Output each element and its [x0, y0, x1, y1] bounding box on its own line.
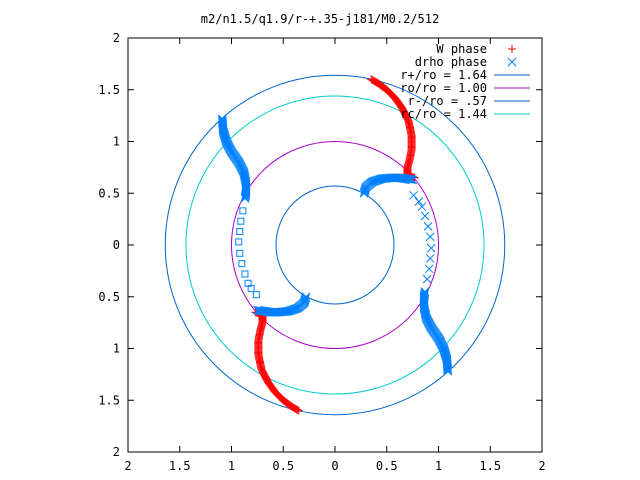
drho-phase-point: [236, 228, 244, 236]
w-phase-point: [258, 366, 267, 375]
w-phase-point: [403, 115, 412, 124]
drho-phase-point: [422, 274, 432, 284]
drho-phase-point: [239, 207, 247, 215]
drho-phase-point: [405, 174, 414, 184]
drho-phase-point: [235, 238, 243, 246]
drho-phase-point: [420, 290, 429, 300]
x-tick-label: 1: [228, 459, 235, 473]
drho-phase-point: [237, 217, 245, 225]
drho-phase-point: [408, 175, 417, 185]
y-tick-label: 2: [113, 445, 120, 459]
chart-title: m2/n1.5/q1.9/r-+.35-j181/M0.2/512: [201, 12, 439, 26]
x-tick-label: 2: [538, 459, 545, 473]
drho-phase-point: [423, 222, 433, 231]
y-tick-label: 1.5: [98, 83, 120, 97]
w-phase-point: [508, 45, 516, 53]
drho-phase-point: [425, 254, 435, 263]
y-tick-label: 1.5: [98, 393, 120, 407]
data-points: [217, 75, 453, 415]
legend-label: r-/ro = .57: [408, 94, 487, 108]
y-tick-label: 1: [113, 342, 120, 356]
y-tick-label: 0.5: [98, 290, 120, 304]
drho-phase-point: [240, 193, 250, 202]
drho-phase-point: [240, 194, 250, 203]
drho-phase-point: [255, 306, 264, 315]
drho-phase-point: [417, 202, 427, 212]
legend-label: ro/ro = 1.00: [400, 81, 487, 95]
drho-phase-point: [256, 306, 265, 316]
x-tick-label: 0.5: [376, 459, 398, 473]
legend-label: rc/ro = 1.44: [400, 107, 487, 121]
drho-phase-point: [406, 175, 415, 184]
drho-phase-point: [241, 190, 250, 200]
y-tick-label: 2: [113, 31, 120, 45]
drho-phase-point: [241, 270, 249, 278]
circle-rc-ro: [185, 95, 485, 395]
drho-phase-point: [507, 57, 517, 67]
x-tick-label: 1.5: [169, 459, 191, 473]
drho-phase-point: [409, 190, 419, 200]
circle-ro-ro: [231, 141, 439, 349]
x-tick-label: 0: [331, 459, 338, 473]
legend-label: drho phase: [415, 55, 487, 69]
legend-label: W phase: [436, 42, 487, 56]
circle-r-ro: [275, 185, 395, 305]
drho-phase-point: [426, 243, 436, 253]
drho-phase-point: [420, 288, 430, 297]
x-tick-label: 1.5: [479, 459, 501, 473]
drho-phase-point: [252, 291, 260, 299]
drho-phase-point: [414, 197, 424, 206]
drho-phase-point: [238, 260, 246, 268]
drho-phase-point: [420, 287, 430, 296]
w-phase-point: [258, 367, 267, 376]
drho-phase-point: [420, 289, 429, 298]
reference-circles: [164, 74, 506, 416]
drho-phase-point: [420, 211, 430, 221]
x-tick-label: 1: [435, 459, 442, 473]
drho-phase-point: [254, 305, 263, 315]
circle-r-ro: [164, 74, 506, 416]
legend-label: r+/ro = 1.64: [400, 68, 487, 82]
drho-phase-point: [253, 305, 262, 315]
y-tick-label: 1: [113, 135, 120, 149]
drho-phase-point: [241, 192, 250, 201]
drho-phase-point: [407, 175, 416, 185]
w-phase-point: [403, 114, 412, 123]
axis-ticks: 2 1.5 1 0.5 0 0.5 1 1.5 221.510.500.511.52: [98, 31, 545, 473]
drho-phase-point: [424, 264, 434, 274]
drho-phase-point: [425, 232, 435, 242]
x-tick-label: 2: [124, 459, 131, 473]
drho-phase-point: [236, 249, 244, 257]
y-tick-label: 0: [113, 238, 120, 252]
y-tick-label: 0.5: [98, 186, 120, 200]
drho-phase-point: [247, 284, 255, 292]
x-tick-label: 0.5: [272, 459, 294, 473]
